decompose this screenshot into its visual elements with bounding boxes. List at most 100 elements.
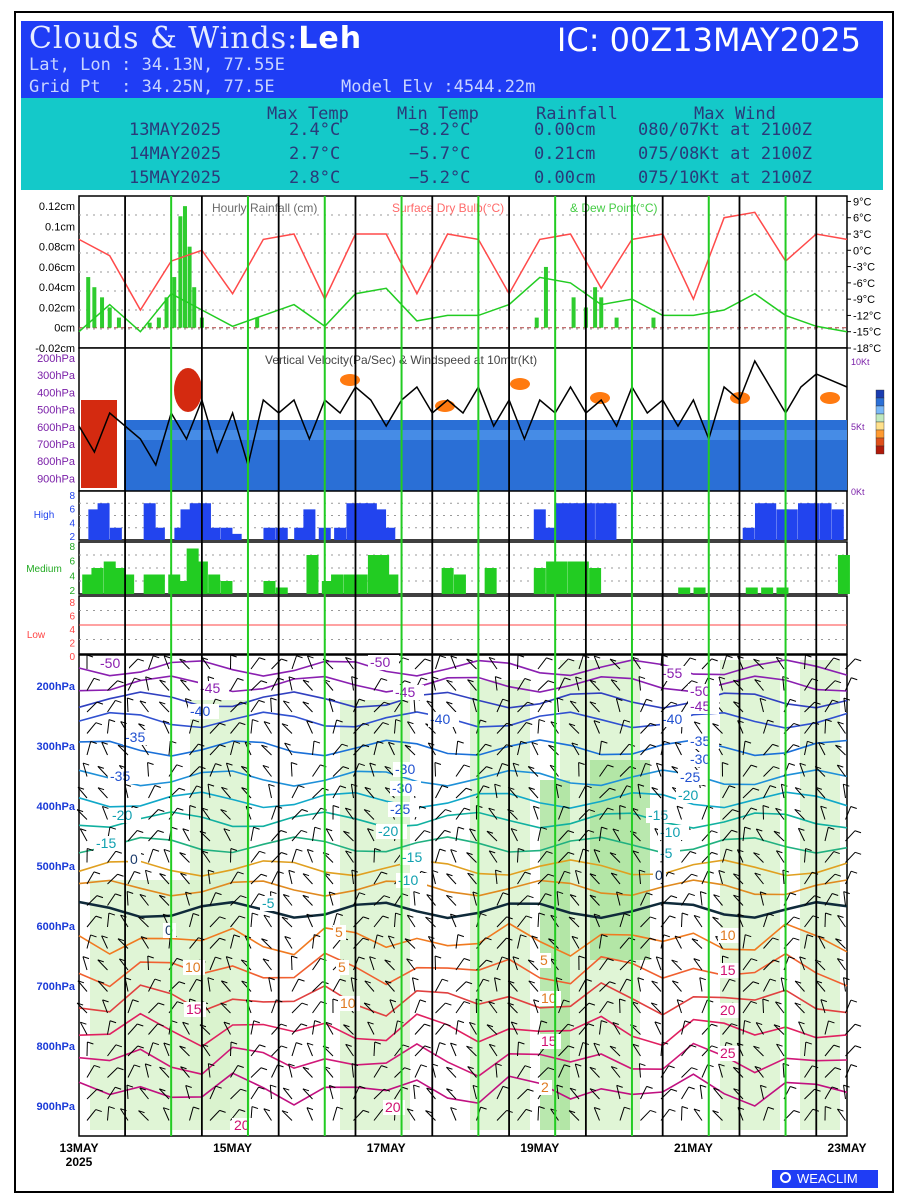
- wind-barb-flag: [301, 809, 308, 812]
- wind-barb-flag: [101, 935, 108, 939]
- velocity-key-swatch: [875, 429, 885, 439]
- wind-barb-flag: [115, 893, 122, 897]
- wind-barb-flag: [754, 1066, 762, 1069]
- wind-barb-flag: [486, 830, 494, 834]
- wind-barb-flag: [96, 701, 104, 705]
- wind-barb-flag: [675, 742, 682, 745]
- medium-cloud-bar: [367, 555, 380, 594]
- wind-barb-flag: [339, 785, 347, 789]
- wind-barb-flag: [406, 958, 413, 962]
- medium-cloud-bar: [533, 568, 546, 594]
- wind-barb-flag: [677, 999, 684, 1003]
- wind-barb: [413, 1085, 416, 1100]
- wind-barb-flag: [650, 722, 657, 726]
- wind-barb-flag: [446, 701, 453, 705]
- medium-cloud-bar: [82, 574, 95, 594]
- rain-bar: [182, 206, 187, 328]
- wind-barb: [364, 980, 375, 992]
- medium-cloud-bar: [745, 587, 758, 594]
- wind-barb: [655, 956, 662, 971]
- wind-barb: [201, 807, 211, 820]
- contour-label: -45: [395, 684, 415, 700]
- wind-barb-flag: [571, 742, 579, 746]
- wind-barb-flag: [609, 852, 617, 856]
- wind-barb-flag: [589, 1066, 597, 1070]
- wind-barb: [268, 784, 272, 799]
- wind-barb-flag: [567, 830, 575, 834]
- wind-barb-flag: [563, 999, 570, 1003]
- wind-barb-flag: [281, 1110, 289, 1114]
- wind-barb: [107, 1067, 118, 1078]
- wind-barb-flag: [223, 828, 231, 832]
- wind-barb-flag: [795, 787, 802, 791]
- wind-barb-flag: [358, 763, 365, 767]
- wind-barb: [82, 762, 88, 777]
- wind-barb: [450, 655, 457, 670]
- wind-barb: [312, 958, 321, 971]
- wind-barb: [722, 829, 732, 842]
- temp-axis-tick: -9°C: [853, 294, 875, 306]
- wind-barb-flag: [377, 740, 384, 744]
- medium-cloud-bar: [761, 587, 774, 594]
- wind-barb: [472, 698, 477, 713]
- wind-barb: [693, 721, 703, 734]
- wind-barb-flag: [219, 744, 226, 748]
- wind-barb: [640, 744, 651, 756]
- rain-bar: [156, 317, 161, 328]
- wind-barb-flag: [489, 1043, 496, 1047]
- rain-bar: [614, 317, 619, 328]
- wind-barb-flag: [751, 958, 758, 962]
- wind-barb-flag: [260, 1067, 268, 1071]
- high-cloud-bar: [595, 503, 608, 540]
- wind-barb: [312, 764, 321, 777]
- wind-barb-flag: [193, 1106, 200, 1110]
- wind-barb-flag: [283, 894, 290, 897]
- wind-barb-flag: [722, 762, 729, 765]
- wind-barb: [533, 999, 539, 1014]
- wind-barb: [250, 1020, 255, 1035]
- wind-barb-flag: [465, 981, 473, 985]
- wind-barb: [537, 1106, 540, 1121]
- wind-barb-flag: [601, 826, 608, 830]
- wind-barb: [619, 913, 625, 928]
- wind-barb: [302, 894, 313, 906]
- wind-barb: [414, 1064, 422, 1078]
- wind-barb: [384, 980, 395, 992]
- wind-barb: [569, 894, 580, 906]
- wind-barb: [107, 850, 117, 863]
- wind-barb: [144, 1063, 149, 1078]
- wind-barb-flag: [381, 871, 388, 875]
- wind-barb: [578, 848, 584, 863]
- wind-barb-flag: [531, 741, 538, 745]
- wind-barb: [241, 787, 252, 799]
- wind-barb-flag: [651, 787, 658, 790]
- wind-barb-flag: [502, 1085, 510, 1089]
- wind-barb-flag: [533, 999, 540, 1003]
- wind-barb: [363, 809, 375, 820]
- windspeed-axis-tick: 5Kt: [851, 422, 865, 432]
- wind-barb: [271, 1064, 278, 1078]
- wind-barb: [845, 677, 852, 691]
- wind-barb-flag: [556, 1084, 564, 1088]
- velocity-axis-tick: 800hPa: [37, 456, 76, 468]
- contour-label: 5: [338, 959, 346, 975]
- wind-barb-flag: [162, 720, 170, 724]
- high-cloud-bar: [742, 527, 755, 540]
- wind-barb-flag: [90, 741, 97, 744]
- wind-barb-flag: [163, 1107, 170, 1111]
- contour-label: 0: [130, 851, 138, 867]
- wind-barb-flag: [689, 657, 697, 661]
- wind-barb: [681, 680, 692, 691]
- wind-barb: [517, 934, 521, 949]
- wind-barb-flag: [794, 980, 802, 984]
- wind-barb: [332, 785, 341, 799]
- wind-barb: [435, 1023, 445, 1035]
- wind-barb: [640, 937, 651, 949]
- wind-barb-flag: [137, 829, 144, 833]
- wind-barb-flag: [445, 809, 452, 813]
- wind-barb: [619, 719, 625, 734]
- wind-barb: [312, 787, 323, 799]
- wind-barb: [528, 787, 539, 799]
- contour-label-bg: [396, 873, 427, 888]
- row-min-temp: −5.7°C: [409, 144, 471, 164]
